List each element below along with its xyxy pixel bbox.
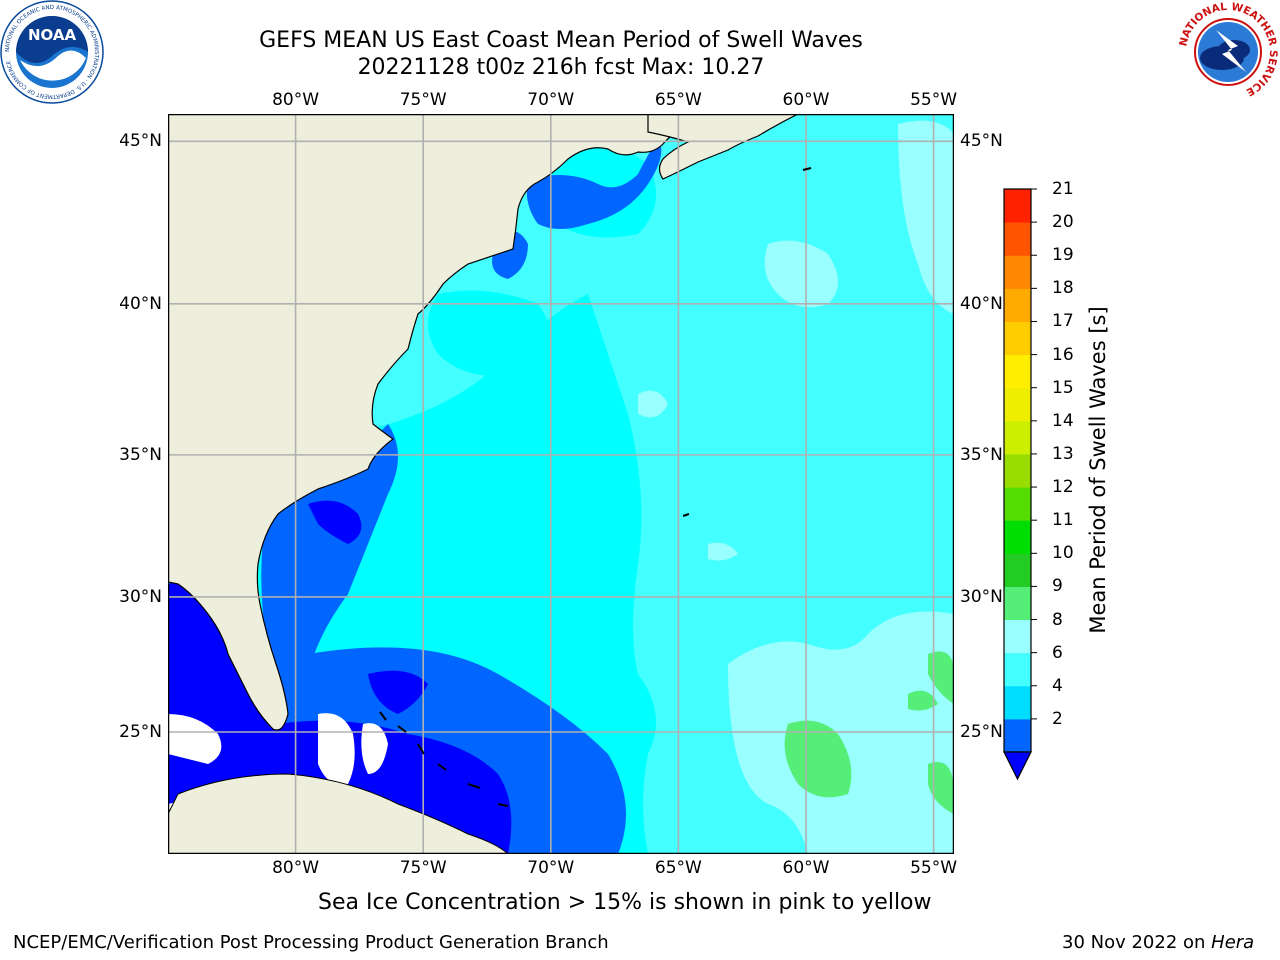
colorbar-tick-label: 20 bbox=[1052, 212, 1074, 233]
colorbar-cell bbox=[1004, 685, 1031, 720]
colorbar-cell bbox=[1004, 586, 1031, 621]
footer-date-text: 30 Nov 2022 on bbox=[1062, 932, 1212, 953]
lat-tick-label: 40°N bbox=[119, 293, 162, 314]
colorbar bbox=[1003, 188, 1037, 781]
colorbar-cell bbox=[1004, 420, 1031, 455]
colorbar-cell bbox=[1004, 652, 1031, 687]
chart-subtitle: 20221128 t00z 216h fcst Max: 10.27 bbox=[357, 55, 765, 80]
lat-tick-label: 45°N bbox=[960, 131, 1003, 152]
colorbar-tick-label: 6 bbox=[1052, 642, 1063, 663]
lat-tick-label: 30°N bbox=[960, 586, 1003, 607]
colorbar-tick-label: 13 bbox=[1052, 443, 1074, 464]
colorbar-cell bbox=[1004, 487, 1031, 521]
lat-tick-label: 30°N bbox=[119, 586, 162, 607]
colorbar-tick-label: 14 bbox=[1052, 410, 1074, 431]
colorbar-tick-label: 21 bbox=[1052, 179, 1074, 199]
lon-tick-label: 75°W bbox=[399, 90, 447, 110]
nws-logo: NATIONAL WEATHER SERVICE bbox=[1177, 1, 1279, 102]
colorbar-tick-label: 10 bbox=[1052, 543, 1074, 564]
footer-org: NCEP/EMC/Verification Post Processing Pr… bbox=[13, 932, 609, 953]
colorbar-tick-label: 11 bbox=[1052, 510, 1074, 531]
lon-tick-label: 70°W bbox=[527, 90, 575, 110]
colorbar-under-arrow bbox=[1003, 751, 1032, 781]
period-band-9-10 bbox=[784, 720, 852, 798]
colorbar-tick-label: 15 bbox=[1052, 377, 1074, 398]
colorbar-cell bbox=[1004, 453, 1031, 488]
colorbar-cell bbox=[1004, 222, 1031, 256]
colorbar-tick-label: 9 bbox=[1052, 576, 1063, 597]
colorbar-tick-label: 2 bbox=[1052, 708, 1063, 729]
bahamas-islands bbox=[379, 167, 812, 807]
footer-machine: Hera bbox=[1211, 932, 1255, 953]
lon-tick-label: 65°W bbox=[654, 90, 702, 110]
colorbar-tick-label: 16 bbox=[1052, 344, 1074, 365]
lon-tick-label: 65°W bbox=[654, 858, 702, 878]
colorbar-title: Mean Period of Swell Waves [s] bbox=[1086, 306, 1110, 634]
colorbar-tick-label: 8 bbox=[1052, 609, 1063, 630]
noaa-logo-text: NOAA bbox=[28, 26, 77, 44]
colorbar-cell bbox=[1004, 718, 1031, 753]
lon-tick-label: 80°W bbox=[272, 858, 320, 878]
colorbar-cell bbox=[1004, 387, 1031, 422]
lat-tick-label: 25°N bbox=[119, 721, 162, 742]
colorbar-tick-label: 4 bbox=[1052, 675, 1063, 696]
footer-date: 30 Nov 2022 on Hera bbox=[1062, 932, 1254, 954]
lon-tick-label: 75°W bbox=[399, 858, 447, 878]
sea-ice-note: Sea Ice Concentration > 15% is shown in … bbox=[318, 890, 932, 915]
colorbar-cell bbox=[1004, 321, 1031, 356]
land-north-america bbox=[168, 114, 729, 731]
colorbar-cell bbox=[1004, 520, 1031, 554]
colorbar-cell bbox=[1004, 288, 1031, 322]
swell-period-map bbox=[168, 114, 954, 854]
lat-tick-label: 25°N bbox=[960, 721, 1003, 742]
lon-tick-label: 55°W bbox=[910, 858, 958, 878]
colorbar-cell bbox=[1004, 354, 1031, 389]
gridlines bbox=[168, 114, 954, 854]
chart-title: GEFS MEAN US East Coast Mean Period of S… bbox=[259, 28, 863, 53]
colorbar-tick-label: 12 bbox=[1052, 477, 1074, 498]
lat-tick-label: 45°N bbox=[119, 131, 162, 152]
lat-tick-label: 35°N bbox=[119, 444, 162, 465]
map-frame bbox=[168, 114, 954, 854]
lon-tick-label: 70°W bbox=[527, 858, 575, 878]
lon-tick-label: 60°W bbox=[782, 90, 830, 110]
no-data-area bbox=[168, 714, 222, 764]
colorbar-cell bbox=[1004, 189, 1031, 223]
noaa-logo: NOAA NATIONAL OCEANIC AND ATMOSPHERIC AD… bbox=[0, 0, 104, 104]
colorbar-tick-label: 19 bbox=[1052, 245, 1074, 266]
colorbar-tick-label: 17 bbox=[1052, 311, 1074, 332]
lat-tick-label: 35°N bbox=[960, 444, 1003, 465]
lon-tick-label: 55°W bbox=[910, 90, 958, 110]
lon-tick-label: 80°W bbox=[272, 90, 320, 110]
colorbar-tick-label: 18 bbox=[1052, 278, 1074, 299]
colorbar-cell bbox=[1004, 255, 1031, 289]
lon-tick-label: 60°W bbox=[782, 858, 830, 878]
colorbar-cell bbox=[1004, 619, 1031, 654]
lat-tick-label: 40°N bbox=[960, 293, 1003, 314]
colorbar-cell bbox=[1004, 553, 1031, 587]
